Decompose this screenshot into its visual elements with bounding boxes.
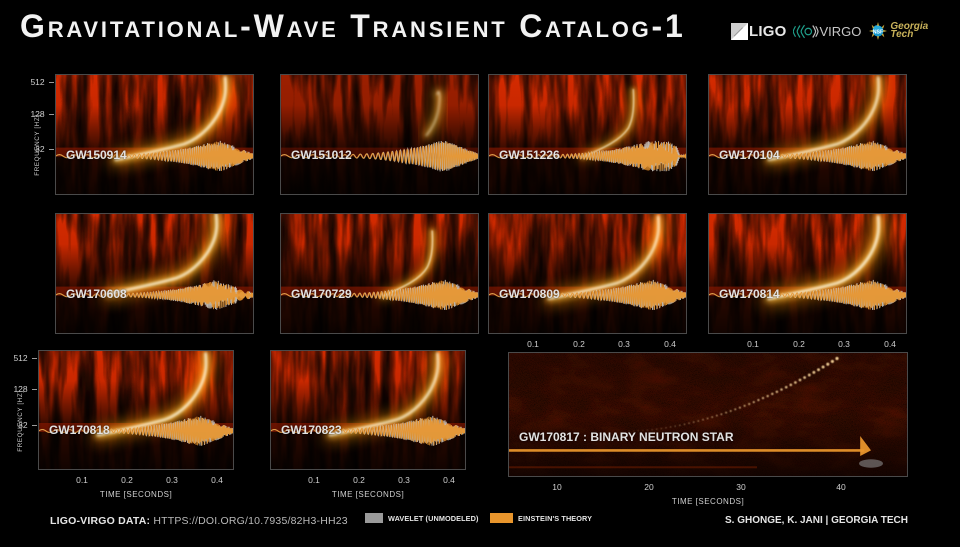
svg-text:NSF: NSF (873, 29, 884, 35)
